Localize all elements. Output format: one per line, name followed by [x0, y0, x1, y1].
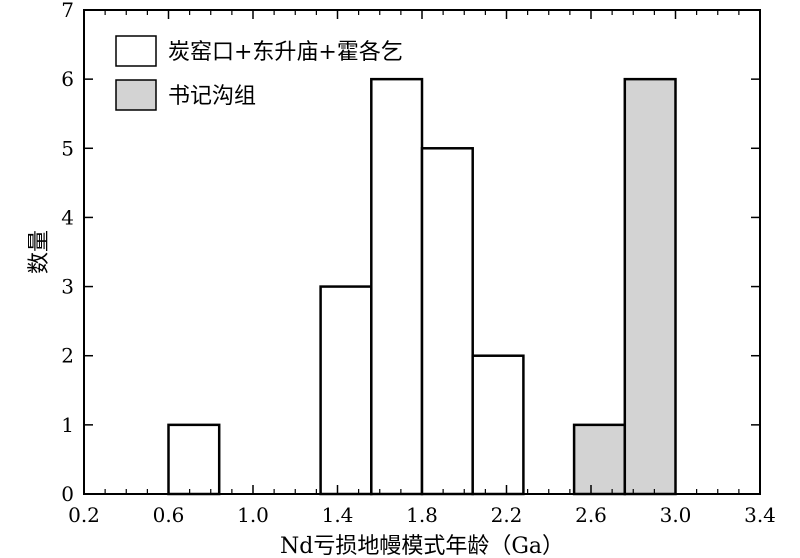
y-tick-label: 1 — [61, 413, 74, 437]
x-axis-label: Nd亏损地幔模式年龄（Ga） — [280, 534, 564, 558]
y-tick-label: 2 — [61, 344, 74, 368]
x-tick-label: 3.0 — [660, 503, 692, 527]
y-tick-label: 7 — [61, 0, 74, 22]
x-tick-label: 0.2 — [68, 503, 100, 527]
histogram-bar — [370, 77, 424, 496]
x-tick-label: 2.2 — [491, 503, 523, 527]
histogram-bar — [572, 423, 627, 496]
legend-label: 炭窑口+东升庙+霍各乞 — [168, 40, 403, 65]
histogram-bar — [623, 77, 677, 496]
x-tick-label: 2.6 — [575, 503, 607, 527]
legend-swatch — [115, 79, 157, 111]
plot-frame — [83, 9, 761, 495]
y-tick-label: 0 — [61, 482, 74, 506]
x-tick-label: 1.4 — [322, 503, 354, 527]
y-axis-ticks: 0 1 2 3 4 5 6 7 — [61, 0, 760, 506]
y-tick-label: 6 — [61, 67, 74, 91]
x-tick-label: 1.8 — [406, 503, 438, 527]
legend-label: 书记沟组 — [168, 84, 256, 109]
histogram-bar — [167, 423, 221, 496]
y-tick-label: 3 — [61, 275, 74, 299]
histogram-bar — [420, 147, 474, 496]
histogram-bar — [319, 285, 373, 496]
x-tick-label: 0.6 — [153, 503, 185, 527]
y-tick-label: 4 — [61, 205, 74, 229]
histogram-bar — [471, 354, 525, 496]
bars-group — [167, 77, 677, 496]
x-tick-label: 1.0 — [237, 503, 269, 527]
legend-swatch — [115, 35, 157, 67]
x-tick-label: 3.4 — [744, 503, 776, 527]
y-tick-label: 5 — [61, 136, 74, 160]
x-axis-ticks: 0.2 0.6 1.0 1.4 1.8 2.2 2.6 3.0 3.4 — [68, 10, 776, 527]
y-axis-label: 数量 — [27, 230, 52, 274]
